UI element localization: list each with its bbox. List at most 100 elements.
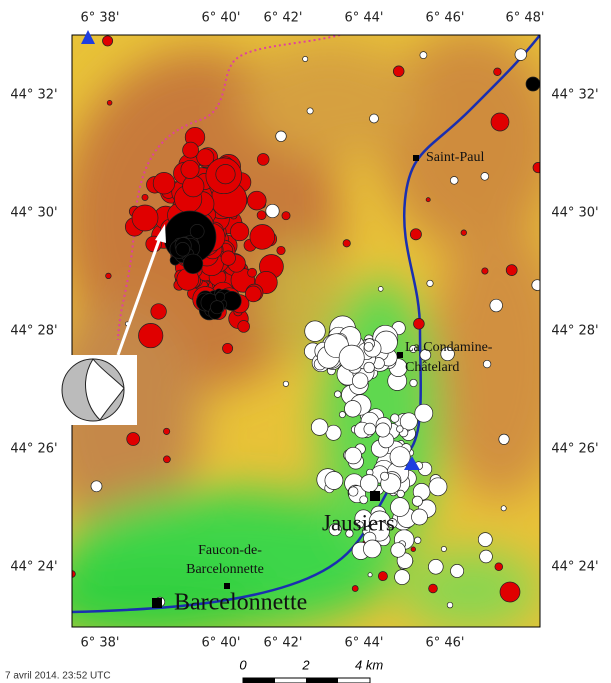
x-tick-label: 6° 40' xyxy=(201,636,240,651)
earthquake xyxy=(345,401,362,418)
earthquake xyxy=(211,301,224,314)
y-tick-label: 44° 24' xyxy=(10,560,57,575)
earthquake xyxy=(250,225,275,250)
earthquake xyxy=(183,142,199,158)
x-tick-label: 6° 46' xyxy=(425,636,464,651)
x-tick-label: 6° 38' xyxy=(80,11,119,26)
earthquake xyxy=(381,472,389,480)
earthquake xyxy=(450,177,458,185)
earthquake xyxy=(412,496,422,506)
earthquake xyxy=(427,280,433,286)
scale-label: 2 xyxy=(301,657,310,672)
earthquake xyxy=(461,230,467,236)
town-marker xyxy=(397,352,403,358)
earthquake xyxy=(480,550,493,563)
earthquake xyxy=(415,404,433,422)
earthquake xyxy=(360,496,368,504)
earthquake xyxy=(376,423,390,437)
earthquake xyxy=(132,205,158,231)
earthquake xyxy=(215,292,224,301)
earthquake xyxy=(526,77,540,91)
earthquake xyxy=(491,113,509,131)
earthquake xyxy=(426,198,430,202)
earthquake xyxy=(364,362,375,373)
earthquake xyxy=(277,246,285,254)
earthquake xyxy=(515,49,527,61)
earthquake xyxy=(414,537,421,544)
earthquake xyxy=(103,36,113,46)
earthquake xyxy=(363,540,381,558)
earthquake xyxy=(282,212,290,220)
x-tick-label: 6° 44' xyxy=(344,11,383,26)
x-tick-label: 6° 40' xyxy=(201,11,240,26)
earthquake xyxy=(183,254,203,274)
earthquake xyxy=(283,381,288,386)
place-label: La Condamine- xyxy=(405,340,493,355)
earthquake xyxy=(176,242,190,256)
earthquake xyxy=(339,345,364,370)
earthquake xyxy=(495,563,503,571)
earthquake xyxy=(368,573,372,577)
earthquake xyxy=(390,447,410,467)
x-tick-label: 6° 38' xyxy=(80,636,119,651)
earthquake xyxy=(183,176,204,197)
earthquake xyxy=(420,52,427,59)
earthquake xyxy=(364,342,373,351)
x-tick-label: 6° 46' xyxy=(425,11,464,26)
earthquake xyxy=(378,572,387,581)
timestamp: 7 avril 2014. 23:52 UTC xyxy=(5,671,111,682)
earthquake xyxy=(360,475,378,493)
earthquake xyxy=(410,379,417,386)
place-label: Jausiers xyxy=(322,510,395,535)
earthquake xyxy=(533,162,543,172)
earthquake xyxy=(345,447,362,464)
earthquake xyxy=(506,265,517,276)
earthquake xyxy=(139,323,163,347)
earthquake xyxy=(349,487,358,496)
x-tick-label: 6° 42' xyxy=(263,636,302,651)
earthquake xyxy=(311,419,328,436)
earthquake xyxy=(391,414,399,422)
earthquake xyxy=(223,343,233,353)
earthquake xyxy=(107,100,112,105)
y-tick-label: 44° 32' xyxy=(10,88,57,103)
earthquake xyxy=(412,509,428,525)
x-tick-label: 6° 44' xyxy=(344,636,383,651)
town-marker xyxy=(413,155,419,161)
scale-bar xyxy=(243,678,370,683)
y-tick-label: 44° 24' xyxy=(551,560,598,575)
earthquake xyxy=(378,287,383,292)
earthquake xyxy=(429,584,438,593)
earthquake xyxy=(428,559,443,574)
y-tick-label: 44° 28' xyxy=(551,324,598,339)
y-tick-label: 44° 26' xyxy=(551,442,598,457)
earthquake xyxy=(142,194,148,200)
place-label: Barcelonnette xyxy=(186,562,264,577)
earthquake xyxy=(303,56,308,61)
earthquake xyxy=(352,586,358,592)
earthquake xyxy=(163,428,169,434)
earthquake xyxy=(257,154,269,166)
earthquake xyxy=(276,131,287,142)
earthquake xyxy=(153,172,175,194)
earthquake xyxy=(499,434,509,444)
earthquake xyxy=(305,321,326,342)
earthquake xyxy=(91,481,102,492)
x-tick-label: 6° 42' xyxy=(263,11,302,26)
earthquake xyxy=(429,478,447,496)
earthquake xyxy=(230,222,248,240)
earthquake xyxy=(248,268,257,277)
earthquake xyxy=(127,433,140,446)
earthquake xyxy=(481,173,489,181)
earthquake xyxy=(391,543,406,558)
scale-label: 0 xyxy=(239,657,247,672)
earthquake xyxy=(501,506,506,511)
earthquake xyxy=(411,547,416,552)
earthquake xyxy=(393,66,404,77)
earthquake xyxy=(238,321,250,333)
earthquake xyxy=(451,564,464,577)
seismicity-map: Saint-Paul La Condamine- Châtelard Jausi… xyxy=(0,0,611,683)
earthquake xyxy=(307,108,313,114)
earthquake xyxy=(410,229,421,240)
earthquake xyxy=(245,286,261,302)
